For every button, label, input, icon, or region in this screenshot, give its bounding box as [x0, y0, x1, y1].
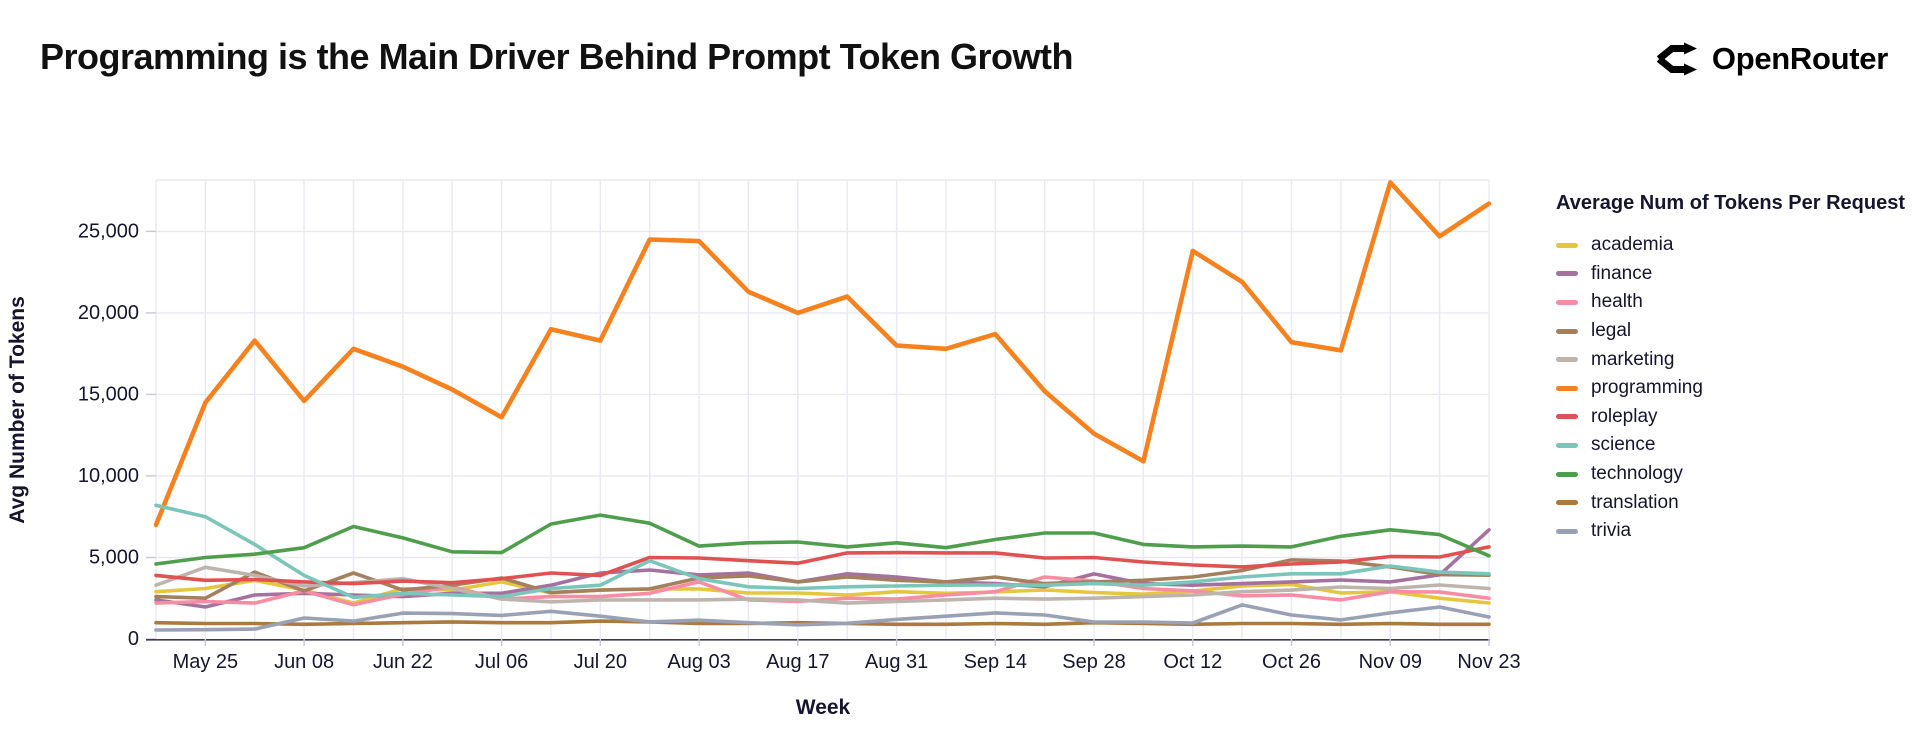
legend-swatch [1556, 271, 1578, 277]
y-tick-label: 20,000 [78, 302, 139, 324]
y-tick-label: 15,000 [78, 383, 139, 405]
x-tick-label: May 25 [173, 651, 239, 673]
chart-svg: 0 5,000 10,000 15,000 20,000 25,000 May 25 Jun … [78, 179, 1521, 673]
legend-swatch [1556, 528, 1578, 534]
legend-swatch [1556, 242, 1578, 248]
legend-swatch [1556, 471, 1578, 477]
legend-item-translation: translation [1556, 488, 1928, 517]
y-tick-label: 10,000 [78, 465, 139, 487]
series-trivia [154, 603, 1491, 632]
series-technology [154, 513, 1491, 566]
legend-label: marketing [1591, 348, 1675, 370]
legend-label: legal [1591, 320, 1632, 342]
series-programming [153, 180, 1492, 528]
legend-item-science: science [1556, 431, 1928, 460]
x-tick-label: Aug 17 [766, 651, 829, 673]
x-tick-label: Oct 26 [1262, 651, 1321, 673]
openrouter-logo-icon [1656, 42, 1698, 76]
legend-label: science [1591, 434, 1656, 456]
x-tick-label: Sep 14 [964, 651, 1027, 673]
legend-item-health: health [1556, 288, 1928, 317]
x-tick-label: Nov 23 [1457, 651, 1520, 673]
x-tick-label: Oct 12 [1163, 651, 1222, 673]
x-tick-label: Aug 03 [667, 651, 730, 673]
legend-title: Average Num of Tokens Per Request [1556, 192, 1905, 214]
brand-name: OpenRouter [1711, 41, 1888, 76]
legend-label: finance [1591, 262, 1653, 284]
legend-item-technology: technology [1556, 460, 1928, 489]
brand-lockup: OpenRouter [1656, 36, 1888, 82]
legend-item-legal: legal [1556, 317, 1928, 346]
legend-label: programming [1591, 377, 1703, 399]
x-tick-label: Jun 08 [274, 651, 334, 673]
legend-items: academia finance health legal marketing progr… [1556, 231, 1928, 546]
y-tick-label: 0 [128, 628, 139, 650]
legend-item-academia: academia [1556, 231, 1928, 260]
y-axis-title: Avg Number of Tokens [6, 296, 29, 524]
legend-label: academia [1591, 234, 1674, 256]
legend-label: health [1591, 291, 1643, 313]
legend-swatch [1556, 299, 1578, 305]
legend-label: roleplay [1591, 405, 1658, 427]
x-tick-label: Aug 31 [865, 651, 928, 673]
legend-item-marketing: marketing [1556, 345, 1928, 374]
legend-swatch [1556, 500, 1578, 506]
y-tick-label: 5,000 [89, 547, 139, 569]
x-tick-label: Sep 28 [1062, 651, 1125, 673]
x-tick-label: Jul 06 [475, 651, 528, 673]
legend-label: trivia [1591, 520, 1632, 542]
legend-label: technology [1591, 463, 1683, 485]
legend: Average Num of Tokens Per Request academ… [1556, 192, 1928, 546]
legend-item-programming: programming [1556, 374, 1928, 403]
legend-item-trivia: trivia [1556, 517, 1928, 546]
series-science [154, 503, 1491, 600]
legend-swatch [1556, 442, 1578, 448]
legend-swatch [1556, 414, 1578, 420]
legend-swatch [1556, 357, 1578, 363]
x-tick-label: Jun 22 [373, 651, 433, 673]
page-title: Programming is the Main Driver Behind Pr… [40, 36, 1073, 77]
legend-swatch [1556, 385, 1578, 391]
legend-item-finance: finance [1556, 260, 1928, 289]
legend-swatch [1556, 328, 1578, 334]
x-tick-label: Jul 20 [574, 651, 627, 673]
x-tick-label: Nov 09 [1359, 651, 1422, 673]
series-roleplay [154, 545, 1491, 586]
y-tick-label: 25,000 [78, 220, 139, 242]
legend-item-roleplay: roleplay [1556, 403, 1928, 432]
x-axis-title: Week [795, 696, 851, 719]
legend-label: translation [1591, 491, 1679, 513]
